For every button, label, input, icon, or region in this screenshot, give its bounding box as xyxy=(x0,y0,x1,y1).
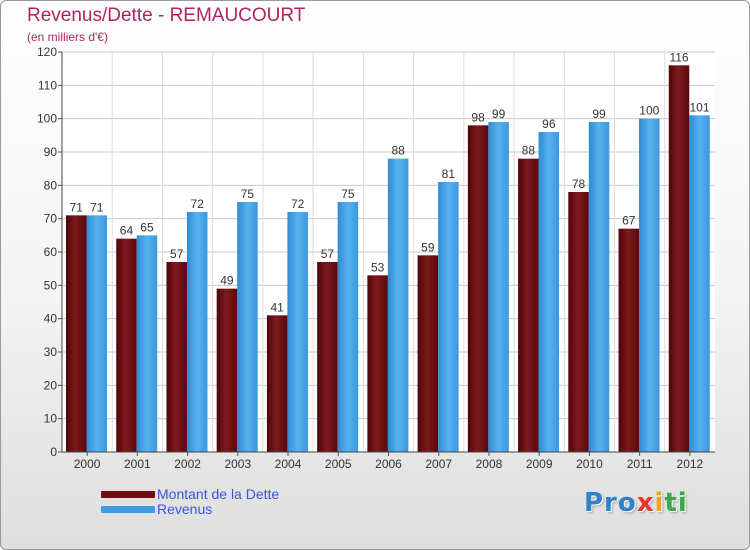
data-label-revenue: 71 xyxy=(90,200,104,214)
x-tick-label: 2009 xyxy=(526,457,553,471)
data-label-debt: 88 xyxy=(522,144,536,158)
bar-debt xyxy=(317,262,338,452)
x-tick-label: 2003 xyxy=(224,457,251,471)
data-label-debt: 67 xyxy=(622,214,636,228)
x-tick-label: 2007 xyxy=(425,457,452,471)
y-tick-label: 30 xyxy=(44,345,58,359)
legend-swatch-debt xyxy=(101,491,155,498)
x-tick-label: 2008 xyxy=(476,457,503,471)
x-tick-label: 2004 xyxy=(275,457,302,471)
data-label-revenue: 99 xyxy=(592,107,606,121)
bar-revenue xyxy=(438,182,459,452)
data-label-revenue: 75 xyxy=(341,187,355,201)
y-tick-label: 0 xyxy=(50,445,57,459)
data-label-debt: 78 xyxy=(572,177,586,191)
x-tick-label: 2001 xyxy=(124,457,151,471)
axes: 0 10 20 30 40 50 60 70 80 90 100 110 120 2000 2001 2002… xyxy=(37,45,715,471)
y-tick-label: 70 xyxy=(44,212,58,226)
data-label-debt: 64 xyxy=(120,224,134,238)
bar-revenue xyxy=(337,202,359,452)
bar-debt xyxy=(367,275,388,452)
data-label-debt: 98 xyxy=(471,110,485,124)
data-label-revenue: 100 xyxy=(639,104,659,118)
bar-debt xyxy=(166,262,187,452)
data-label-revenue: 72 xyxy=(291,197,305,211)
x-tick-label: 2005 xyxy=(325,457,352,471)
data-label-debt: 57 xyxy=(321,247,335,261)
data-label-revenue: 72 xyxy=(191,197,205,211)
bar-revenue xyxy=(237,202,258,452)
bar-debt xyxy=(668,65,690,452)
bar-debt xyxy=(266,315,288,452)
chart-subtitle: (en milliers d'€) xyxy=(27,30,108,44)
x-tick-label: 2011 xyxy=(627,457,653,471)
data-label-revenue: 99 xyxy=(492,107,506,121)
y-tick-label: 90 xyxy=(44,145,58,159)
bar-revenue xyxy=(287,212,308,452)
legend-label-revenue: Revenus xyxy=(157,501,213,517)
bar-debt xyxy=(467,125,489,452)
x-tick-label: 2000 xyxy=(74,457,101,471)
data-label-debt: 116 xyxy=(669,50,688,64)
bar-revenue xyxy=(186,212,208,452)
bar-debt xyxy=(618,228,640,452)
data-label-revenue: 65 xyxy=(140,220,154,234)
y-tick-label: 40 xyxy=(44,312,58,326)
bar-debt xyxy=(66,215,87,452)
data-label-debt: 59 xyxy=(421,240,435,254)
data-label-debt: 41 xyxy=(270,300,284,314)
data-label-revenue: 101 xyxy=(690,100,710,114)
legend-label-debt: Montant de la Dette xyxy=(157,486,280,502)
bar-debt xyxy=(518,158,539,452)
data-label-debt: 71 xyxy=(70,200,84,214)
bar-revenue xyxy=(538,132,560,452)
data-label-revenue: 75 xyxy=(241,187,255,201)
bar-debt xyxy=(568,192,589,452)
data-label-revenue: 81 xyxy=(442,167,456,181)
bar-revenue xyxy=(136,235,158,452)
y-tick-label: 100 xyxy=(37,112,57,126)
legend: Montant de la Dette Revenus xyxy=(101,487,279,517)
y-tick-label: 120 xyxy=(37,45,57,59)
x-tick-label: 2012 xyxy=(677,457,704,471)
y-tick-label: 10 xyxy=(44,412,58,426)
y-tick-label: 110 xyxy=(38,78,57,92)
bar-revenue xyxy=(488,122,509,452)
bar-debt xyxy=(116,238,137,452)
data-label-debt: 49 xyxy=(220,274,234,288)
chart-title: Revenus/Dette - REMAUCOURT xyxy=(27,5,306,26)
legend-item-revenue: Revenus xyxy=(101,502,279,517)
bar-revenue xyxy=(387,158,409,452)
legend-item-debt: Montant de la Dette xyxy=(101,487,279,502)
y-tick-label: 50 xyxy=(44,278,58,292)
y-tick-label: 20 xyxy=(44,378,58,392)
data-label-debt: 57 xyxy=(170,247,184,261)
legend-swatch-revenue xyxy=(101,506,155,513)
x-tick-label: 2010 xyxy=(576,457,603,471)
data-labels: 71 71 64 65 57 72 49 75 41 72 57 75 53 88 59 81 98 99 88 96… xyxy=(70,50,710,314)
x-tick-label: 2006 xyxy=(375,457,402,471)
bars xyxy=(66,65,710,453)
proxiti-logo: Proxiti xyxy=(584,488,688,518)
data-label-revenue: 88 xyxy=(391,144,405,158)
bar-revenue xyxy=(689,115,710,452)
x-tick-label: 2002 xyxy=(174,457,201,471)
y-tick-label: 80 xyxy=(44,178,58,192)
y-tick-label: 60 xyxy=(44,245,58,259)
bar-revenue xyxy=(86,215,107,452)
bar-debt xyxy=(216,288,238,452)
data-label-revenue: 96 xyxy=(542,117,556,131)
bar-revenue xyxy=(588,122,610,452)
data-label-debt: 53 xyxy=(371,260,385,274)
bar-revenue xyxy=(639,118,660,453)
bar-debt xyxy=(417,255,439,452)
